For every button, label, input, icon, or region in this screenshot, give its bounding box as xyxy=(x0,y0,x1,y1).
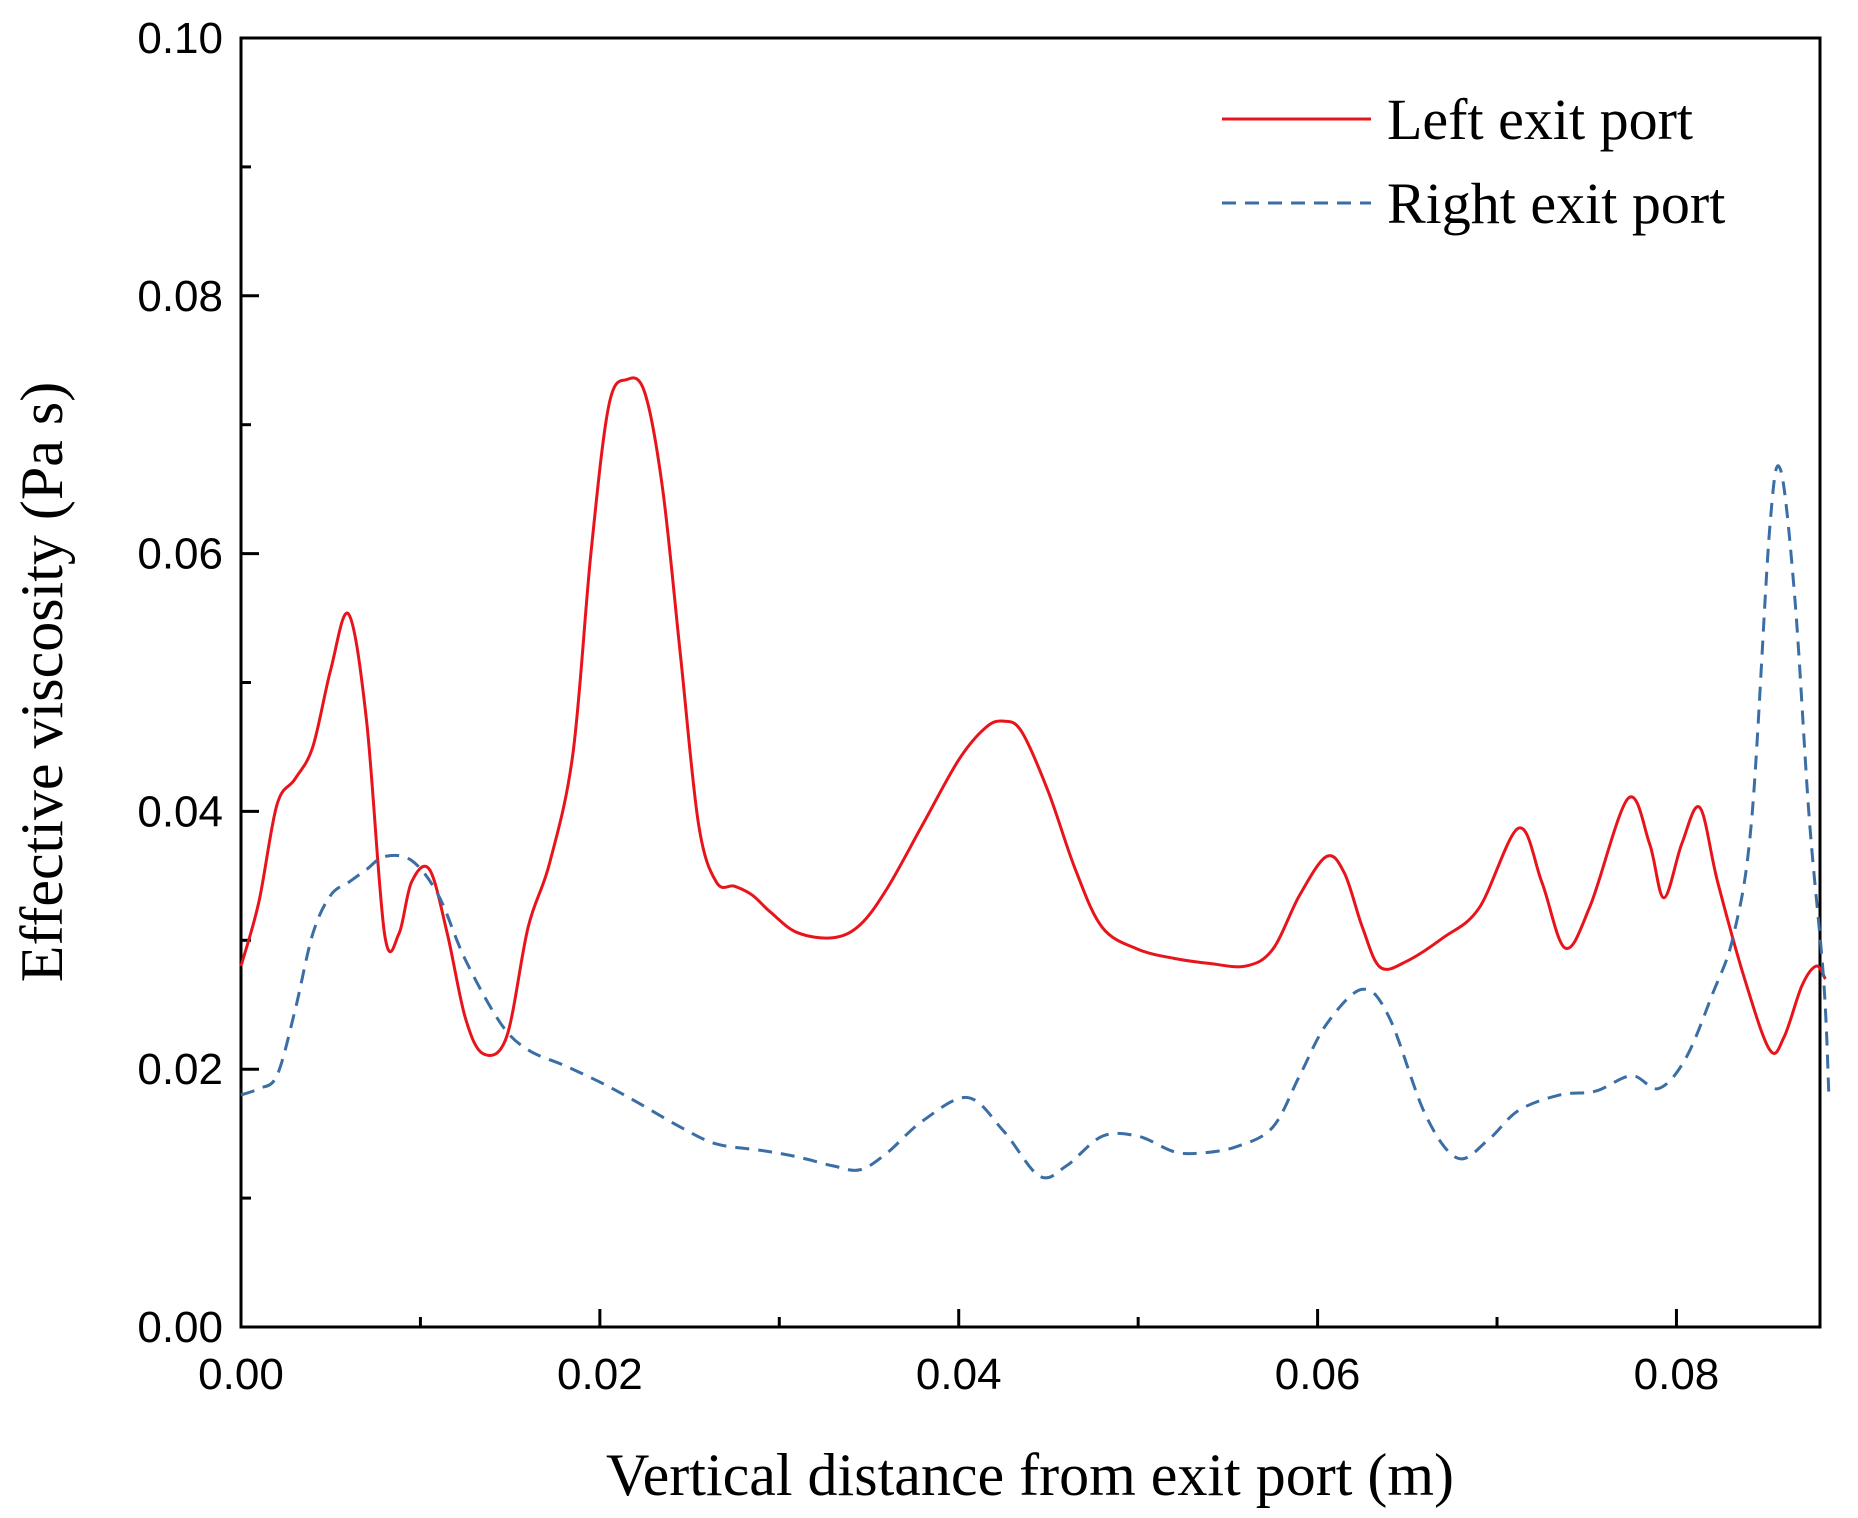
series-line-left-exit-port xyxy=(239,376,1827,1057)
x-tick-label: 0.00 xyxy=(198,1350,284,1399)
x-tick-label: 0.08 xyxy=(1634,1350,1720,1399)
x-tick-label: 0.06 xyxy=(1275,1350,1361,1399)
y-tick-label: 0.08 xyxy=(137,272,223,321)
x-tick-label: 0.04 xyxy=(916,1350,1002,1399)
series-line-right-exit-port xyxy=(240,464,1831,1180)
legend-label-left-exit-port: Left exit port xyxy=(1387,87,1693,152)
series-layer xyxy=(239,376,1831,1180)
x-tick-label: 0.02 xyxy=(557,1350,643,1399)
axis-ticks xyxy=(239,36,1678,1329)
y-tick-label: 0.00 xyxy=(137,1303,223,1352)
legend: Left exit port Right exit port xyxy=(1222,87,1725,236)
y-tick-label: 0.02 xyxy=(137,1045,223,1094)
y-tick-label: 0.06 xyxy=(137,530,223,579)
legend-label-right-exit-port: Right exit port xyxy=(1387,171,1725,236)
x-axis-title: Vertical distance from exit port (m) xyxy=(606,1442,1454,1508)
y-tick-label: 0.04 xyxy=(137,787,223,836)
y-axis-title: Effective viscosity (Pa s) xyxy=(9,382,75,982)
y-tick-label: 0.10 xyxy=(137,14,223,63)
tick-labels: 0.00 0.02 0.04 0.06 0.08 0.00 0.02 0.04 0.06 0.08… xyxy=(137,14,1719,1399)
